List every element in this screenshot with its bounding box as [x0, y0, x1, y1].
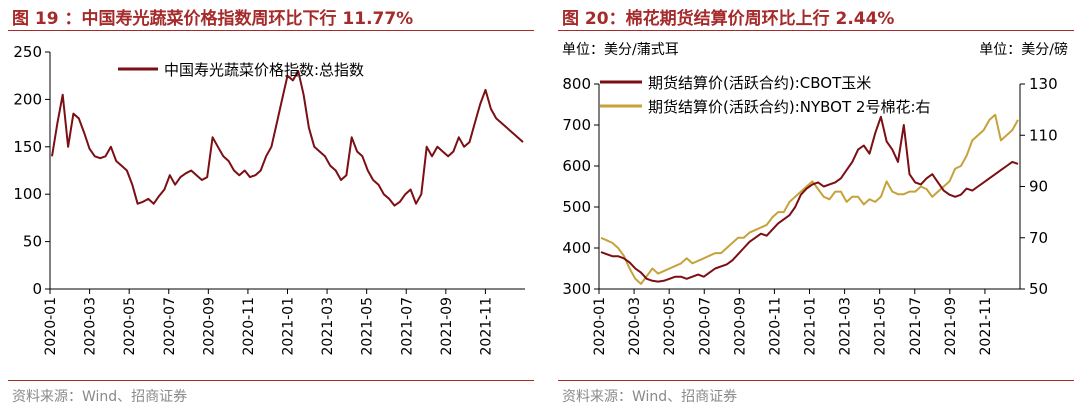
source-note: 资料来源：Wind、招商证券 — [12, 389, 188, 405]
y-tick-label: 200 — [13, 90, 42, 108]
x-tick-label: 2020-11 — [241, 297, 257, 356]
x-tick-label: 2020-05 — [122, 297, 138, 356]
x-tick-label: 2021-01 — [281, 297, 297, 356]
y-tick-label: 0 — [32, 280, 42, 298]
y-tick-label-right: 110 — [1029, 126, 1058, 144]
source-divider — [8, 380, 534, 381]
legend-label-corn: 期货结算价(活跃合约):CBOT玉米 — [648, 74, 871, 92]
x-tick-label: 2021-05 — [360, 297, 376, 356]
vegetable-price-plot: 0 50 100 150 200 250 2020-01 2020-03 2020-05 2020… — [13, 43, 525, 356]
unit-label-right: 单位：美分/磅 — [979, 41, 1068, 58]
futures-price-plot: 单位：美分/蒲式耳 单位：美分/磅 300 400 500 600 700 800 50 70 90… — [562, 41, 1068, 356]
y-tick-label-right: 50 — [1029, 280, 1048, 298]
vegetable-price-chart-panel: 图 19 ：中国寿光蔬菜价格指数周环比下行 11.77% 0 50 100 150 20… — [8, 9, 534, 405]
x-tick-label: 2021-11 — [478, 297, 494, 356]
x-tick-label: 2020-11 — [767, 297, 783, 356]
vegetable-price-index-line — [51, 70, 524, 207]
x-tick-label: 2021-01 — [803, 297, 819, 356]
x-tick-label: 2020-05 — [662, 297, 678, 356]
x-tick-label: 2021-03 — [320, 297, 336, 356]
x-tick-label: 2020-01 — [43, 297, 59, 356]
y-tick-label: 250 — [13, 43, 42, 61]
y-tick-label-left: 300 — [562, 280, 591, 298]
x-tick-label: 2021-03 — [838, 297, 854, 356]
x-tick-label: 2020-03 — [627, 297, 643, 356]
chart-title-futures: 图 20：棉花期货结算价周环比上行 2.44% — [562, 9, 895, 29]
y-tick-label: 50 — [23, 233, 42, 251]
cotton-corn-futures-chart-panel: 图 20：棉花期货结算价周环比上行 2.44% 单位：美分/蒲式耳 单位：美分/磅… — [550, 0, 1080, 408]
source-divider — [558, 380, 1074, 381]
y-tick-label: 150 — [13, 138, 42, 156]
title-divider — [8, 30, 534, 31]
x-tick-label: 2020-09 — [201, 297, 217, 356]
source-note: 资料来源：Wind、招商证券 — [562, 389, 738, 405]
x-tick-label: 2020-03 — [83, 297, 99, 356]
title-divider — [558, 30, 1074, 31]
x-tick-label: 2020-09 — [732, 297, 748, 356]
x-tick-label: 2020-01 — [592, 297, 608, 356]
x-tick-label: 2021-11 — [978, 297, 994, 356]
x-tick-label: 2020-07 — [162, 297, 178, 356]
y-tick-label-left: 600 — [562, 157, 591, 175]
y-tick-label-left: 500 — [562, 198, 591, 216]
y-tick-label-left: 400 — [562, 239, 591, 257]
cotton-futures-line — [600, 113, 1019, 285]
legend-label-vegetable: 中国寿光蔬菜价格指数:总指数 — [164, 61, 364, 79]
x-tick-label: 2021-09 — [439, 297, 455, 356]
x-tick-label: 2021-05 — [873, 297, 889, 356]
corn-futures-line — [600, 115, 1019, 283]
y-tick-label-left: 700 — [562, 116, 591, 134]
x-tick-label: 2021-09 — [943, 297, 959, 356]
unit-label-left: 单位：美分/蒲式耳 — [562, 42, 679, 58]
x-tick-label: 2021-07 — [399, 297, 415, 356]
x-tick-label: 2021-07 — [908, 297, 924, 356]
legend-label-cotton: 期货结算价(活跃合约):NYBOT 2号棉花:右 — [648, 98, 931, 116]
y-tick-label: 100 — [13, 185, 42, 203]
y-tick-label-right: 130 — [1029, 75, 1058, 93]
y-tick-label-right: 70 — [1029, 229, 1048, 247]
y-tick-label-left: 800 — [562, 75, 591, 93]
chart-title-vegetable: 图 19 ：中国寿光蔬菜价格指数周环比下行 11.77% — [12, 9, 414, 29]
x-tick-label: 2020-07 — [697, 297, 713, 356]
y-tick-label-right: 90 — [1029, 178, 1048, 196]
